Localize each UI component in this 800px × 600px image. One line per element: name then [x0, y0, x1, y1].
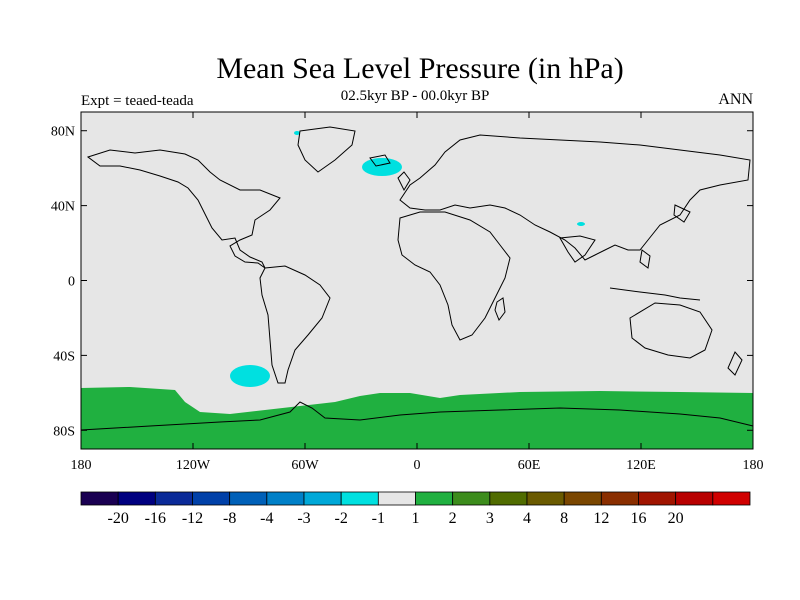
lon-tick-label: 180 [743, 458, 764, 473]
colorbar-label: -3 [297, 510, 310, 527]
lon-tick-label: 120W [176, 458, 211, 473]
coastline-new-zealand [727, 351, 743, 376]
negative-anomaly-south-pacific [230, 365, 270, 387]
colorbar-label: -8 [223, 510, 236, 527]
lat-tick-label: 80N [51, 125, 75, 140]
colorbar-swatch [303, 491, 342, 506]
colorbar-swatch [229, 491, 268, 506]
colorbar-swatch [192, 491, 231, 506]
negative-anomaly-north-atlantic [362, 158, 402, 176]
lat-tick-label: 0 [68, 275, 75, 290]
coastline-japan [673, 204, 691, 223]
coastline-antarctica [80, 401, 754, 431]
colorbar-swatch [675, 491, 714, 506]
colorbar-label: 4 [523, 510, 531, 527]
chart-title: Mean Sea Level Pressure (in hPa) [216, 52, 624, 85]
colorbar-label: -2 [335, 510, 348, 527]
colorbar-swatch [712, 491, 751, 506]
coastline-south-america [259, 265, 331, 384]
colorbar-swatch [563, 491, 602, 506]
lon-tick-label: 60E [518, 458, 541, 473]
colorbar-swatch [154, 491, 193, 506]
colorbar-label: -4 [260, 510, 273, 527]
colorbar-swatch [377, 491, 416, 506]
coastline-indonesia [609, 287, 701, 301]
lat-tick-label: 40N [51, 200, 75, 215]
coastline-north-america [86, 149, 281, 269]
colorbar-swatch [452, 491, 491, 506]
colorbar-label: -16 [145, 510, 166, 527]
colorbar-swatch [117, 491, 156, 506]
colorbar-label: 2 [449, 510, 457, 527]
colorbar-label: 3 [486, 510, 494, 527]
colorbar-swatch [266, 491, 305, 506]
lat-tick-label: 80S [53, 424, 75, 439]
colorbar-swatch [638, 491, 677, 506]
coastline-eurasia [399, 134, 751, 261]
coastline-british-isles [397, 171, 411, 192]
time-range-subtitle: 02.5kyr BP - 00.0kyr BP [340, 88, 490, 104]
coastline-philippines [639, 249, 651, 269]
season-label: ANN [718, 91, 753, 108]
positive-anomaly-patch-small [293, 419, 299, 423]
lat-tick-label: 40S [53, 349, 75, 364]
coastline-australia [629, 302, 713, 359]
lon-tick-label: 0 [414, 458, 421, 473]
colorbar-label: 12 [593, 510, 609, 527]
colorbar-swatch [526, 491, 565, 506]
colorbar-label: -12 [182, 510, 203, 527]
colorbar-label: 16 [631, 510, 647, 527]
negative-anomaly-middle-east [577, 222, 585, 226]
lon-tick-label: 180 [71, 458, 92, 473]
lon-tick-label: 60W [291, 458, 319, 473]
coastline-iceland [369, 154, 391, 167]
coastlines [80, 126, 754, 431]
coastline-africa [397, 211, 511, 341]
colorbar-label: 8 [560, 510, 568, 527]
coastline-greenland [297, 126, 356, 173]
colorbar-swatch [489, 491, 528, 506]
colorbar-swatch [415, 491, 454, 506]
colorbar-label: -1 [372, 510, 385, 527]
colorbar-swatch [340, 491, 379, 506]
latitude-axis: 80N 40N 0 40S 80S [51, 125, 753, 439]
coastline-india [559, 235, 596, 263]
colorbar-label: 1 [412, 510, 420, 527]
negative-anomaly-greenland-north [294, 131, 300, 135]
colorbar-label: -20 [108, 510, 129, 527]
colorbar-swatch [600, 491, 639, 506]
lon-tick-label: 120E [626, 458, 656, 473]
colorbar-label: 20 [668, 510, 684, 527]
colorbar-swatch [80, 491, 119, 506]
map-panel [80, 111, 754, 450]
longitude-axis: 180 120W 60W 0 60E 120E 180 [71, 112, 764, 473]
coastline-madagascar [494, 297, 506, 322]
positive-anomaly-southern-band [81, 387, 753, 449]
experiment-label: Expt = teaed-teada [81, 93, 194, 109]
colorbar: -20 -16 -12 -8 -4 -3 -2 -1 1 2 3 4 8 12 16 20 [80, 491, 751, 527]
